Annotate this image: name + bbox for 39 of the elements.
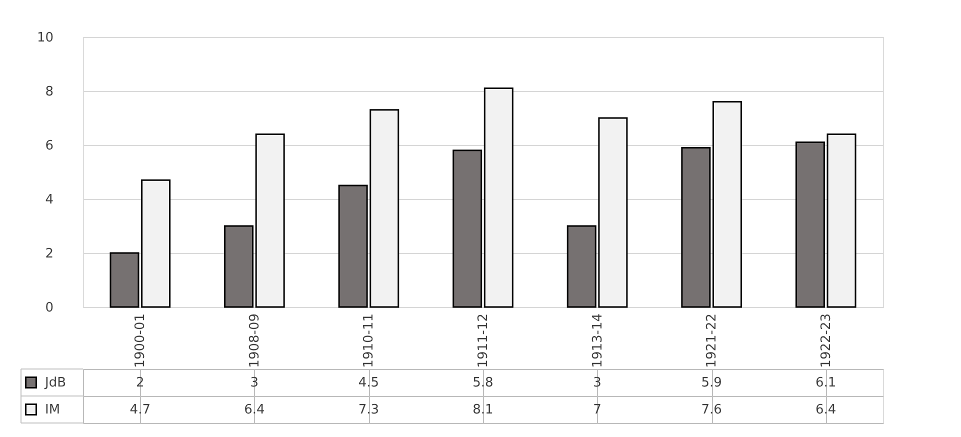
x-tick-label: 1913-14 (590, 314, 606, 368)
bar (681, 146, 711, 308)
y-tick-label: 0 (45, 300, 54, 316)
bar (141, 179, 171, 308)
data-label: 4.7 (130, 402, 150, 418)
bar (712, 101, 742, 308)
data-label: 5.8 (472, 376, 494, 390)
bar (255, 133, 285, 308)
bar (224, 225, 254, 308)
bar (795, 142, 825, 308)
bar (484, 88, 514, 308)
data-label: 6.4 (244, 402, 265, 418)
x-tick-label: 1921-22 (704, 314, 720, 368)
data-label: 4.5 (358, 376, 380, 390)
legend-label: IM (45, 402, 60, 418)
x-tick-label: 1908-09 (247, 314, 262, 368)
x-tick-label: 1900-01 (133, 314, 148, 368)
data-label: 3 (250, 376, 259, 390)
data-label: 5.9 (701, 376, 722, 390)
y-tick-label: 10 (36, 30, 54, 46)
bar (110, 252, 140, 308)
data-label: 2 (136, 376, 144, 390)
legend-label: JdB (44, 376, 66, 390)
data-label: 7 (593, 402, 602, 418)
data-label: 7.6 (701, 402, 722, 418)
bar (452, 150, 482, 308)
y-tick-label: 4 (45, 192, 54, 208)
bar (826, 133, 856, 308)
x-tick-label: 1910-11 (362, 314, 377, 368)
data-label: 7.3 (358, 402, 380, 418)
y-tick-label: 2 (45, 246, 54, 262)
y-tick-label: 6 (45, 138, 54, 154)
y-tick-label: 8 (45, 84, 54, 100)
data-label: 6.1 (816, 376, 836, 390)
data-label: 8.1 (472, 402, 494, 418)
x-tick-label: 1922-23 (818, 314, 834, 368)
data-label: 3 (593, 376, 602, 390)
x-tick-label: 1911-12 (476, 314, 491, 368)
data-label: 6.4 (816, 402, 836, 418)
